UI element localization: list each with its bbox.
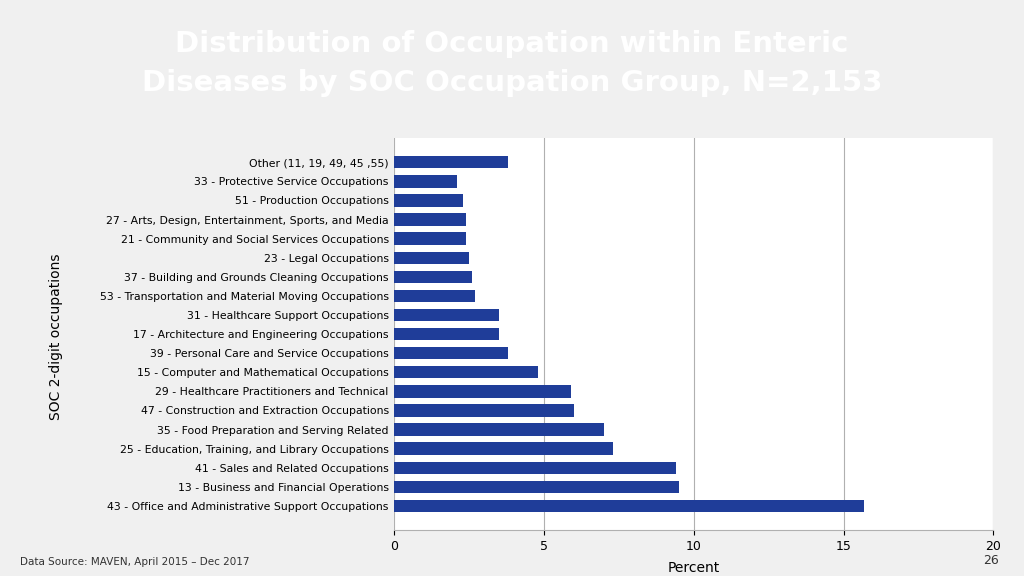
- Bar: [394, 404, 573, 416]
- Text: SOC 2-digit occupations: SOC 2-digit occupations: [49, 253, 63, 420]
- Bar: [394, 480, 679, 493]
- Bar: [394, 423, 604, 436]
- Bar: [394, 194, 463, 207]
- Bar: [394, 385, 571, 397]
- Bar: [394, 366, 538, 378]
- Bar: [394, 442, 613, 455]
- Bar: [394, 232, 466, 245]
- Bar: [394, 175, 457, 188]
- Bar: [394, 500, 864, 512]
- Bar: [394, 271, 472, 283]
- Text: 26: 26: [983, 554, 998, 567]
- Bar: [394, 156, 508, 168]
- Bar: [394, 252, 469, 264]
- Text: Distribution of Occupation within Enteric
Diseases by SOC Occupation Group, N=2,: Distribution of Occupation within Enteri…: [141, 30, 883, 97]
- Bar: [394, 347, 508, 359]
- Bar: [394, 309, 499, 321]
- Bar: [394, 213, 466, 226]
- X-axis label: Percent: Percent: [668, 561, 720, 575]
- Bar: [394, 461, 676, 474]
- Bar: [394, 290, 475, 302]
- Text: Data Source: MAVEN, April 2015 – Dec 2017: Data Source: MAVEN, April 2015 – Dec 201…: [20, 558, 250, 567]
- Bar: [394, 328, 499, 340]
